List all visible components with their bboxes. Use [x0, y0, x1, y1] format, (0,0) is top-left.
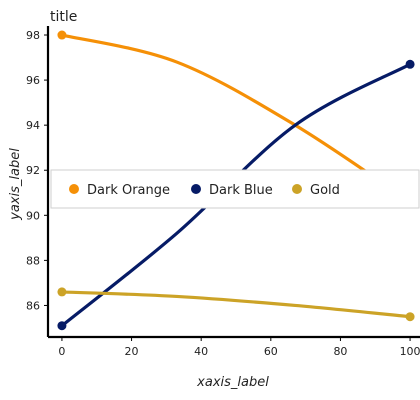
x-tick-label: 100: [400, 345, 420, 358]
series-start-point-dark-orange: [57, 30, 67, 40]
x-tick-label: 80: [333, 345, 347, 358]
y-tick-label: 86: [26, 299, 40, 312]
y-tick-label: 94: [26, 119, 40, 132]
legend-marker-gold: [292, 184, 302, 194]
x-tick-label: 20: [125, 345, 139, 358]
legend-marker-dark-blue: [191, 184, 201, 194]
x-tick-label: 60: [264, 345, 278, 358]
y-tick-label: 92: [26, 164, 40, 177]
legend-label-dark-blue: Dark Blue: [209, 183, 273, 198]
series-start-point-gold: [57, 287, 67, 297]
x-axis-label: xaxis_label: [196, 375, 269, 390]
legend: Dark Orange Dark Blue Gold: [50, 169, 420, 209]
chart-title: title: [50, 9, 77, 25]
y-tick-label: 88: [26, 254, 40, 267]
x-tick-label: 40: [194, 345, 208, 358]
series-end-point-dark-blue: [405, 59, 415, 69]
series-end-point-gold: [405, 312, 415, 322]
series-line-dark-orange: [60, 33, 412, 204]
y-tick-label: 90: [26, 209, 40, 222]
y-axis-label: yaxis_label: [8, 148, 23, 221]
series-start-point-dark-blue: [57, 321, 67, 331]
x-tick-label: 0: [58, 345, 65, 358]
legend-box: [50, 169, 420, 209]
legend-label-gold: Gold: [310, 183, 340, 198]
legend-label-dark-orange: Dark Orange: [87, 183, 170, 198]
x-ticks: 0 20 40 60 80 100: [58, 337, 420, 358]
y-ticks: 86 88 90 92 94 96 98: [26, 29, 48, 312]
y-tick-label: 98: [26, 29, 40, 42]
legend-marker-dark-orange: [69, 184, 79, 194]
y-tick-label: 96: [26, 74, 40, 87]
series-line-gold: [60, 290, 412, 319]
